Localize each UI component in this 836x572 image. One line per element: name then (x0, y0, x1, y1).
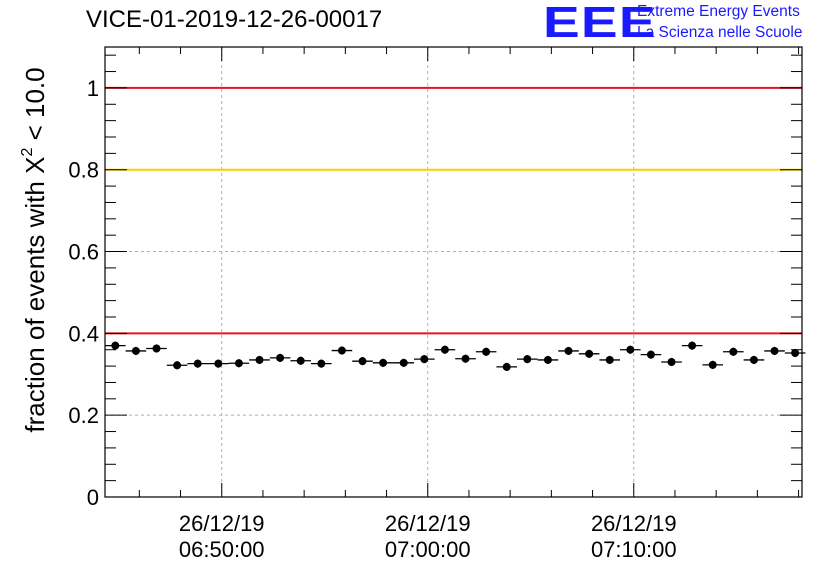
data-point (667, 358, 676, 366)
data-point (749, 355, 758, 364)
data-point (770, 346, 779, 355)
data-point (152, 344, 161, 353)
data-point (234, 359, 243, 368)
data-point (543, 355, 552, 364)
y-tick-label: 0 (87, 485, 99, 510)
data-point (399, 358, 408, 367)
data-point (214, 359, 223, 368)
data-point (605, 355, 614, 364)
y-tick-label: 0.4 (68, 321, 99, 346)
plot-frame (104, 46, 803, 498)
x-tick-label-date: 26/12/19 (179, 511, 265, 536)
data-point (337, 346, 346, 355)
data-point (358, 357, 367, 366)
x-tick-label-date: 26/12/19 (591, 511, 677, 536)
data-point (193, 359, 202, 368)
y-tick-label: 0.8 (68, 158, 99, 183)
data-point (688, 341, 697, 350)
chart-title: VICE-01-2019-12-26-00017 (86, 6, 383, 33)
data-point (646, 350, 655, 359)
data-point (626, 345, 635, 354)
data-point (131, 346, 140, 355)
logo-line-2: La Scienza nelle Scuole (637, 24, 803, 41)
eee-logo: EEE (543, 0, 657, 47)
data-point (255, 355, 264, 364)
data-point (585, 349, 594, 358)
logo-line-1: Extreme Energy Events (637, 3, 800, 20)
x-tick-label-time: 06:50:00 (179, 537, 265, 562)
data-point (111, 341, 120, 350)
data-point (461, 354, 470, 363)
data-point (379, 358, 388, 367)
data-point (708, 360, 717, 369)
x-tick-label-time: 07:10:00 (591, 537, 677, 562)
data-point (296, 356, 305, 365)
x-tick-label-time: 07:00:00 (385, 537, 471, 562)
x-tick-label-date: 26/12/19 (385, 511, 471, 536)
data-point (729, 347, 738, 356)
data-point (276, 353, 285, 362)
data-point (523, 355, 532, 364)
data-point (564, 346, 573, 355)
data-point (317, 359, 326, 368)
data-point (420, 355, 429, 364)
y-tick-label: 1 (87, 76, 99, 101)
y-tick-label: 0.6 (68, 240, 99, 265)
data-point (502, 362, 511, 371)
y-tick-label: 0.2 (68, 403, 99, 428)
data-point (791, 349, 800, 357)
data-point (482, 347, 491, 356)
data-point (440, 345, 449, 354)
data-point (173, 361, 182, 370)
